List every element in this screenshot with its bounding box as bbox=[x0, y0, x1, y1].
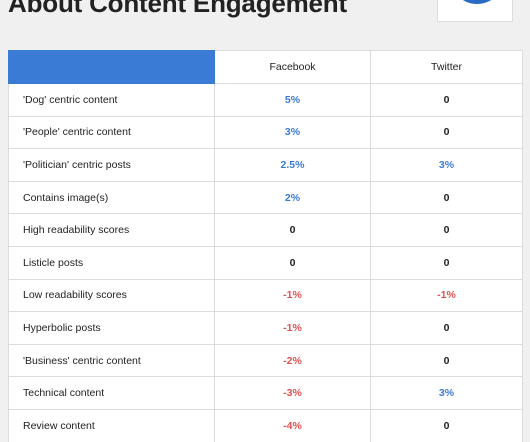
twitter-value: 0 bbox=[370, 213, 523, 247]
column-header-twitter: Twitter bbox=[370, 50, 523, 84]
facebook-value: -3% bbox=[214, 376, 371, 410]
twitter-value: 3% bbox=[370, 148, 523, 182]
twitter-value: 0 bbox=[370, 83, 523, 117]
twitter-value: 0 bbox=[370, 180, 523, 215]
row-label: Hyperbolic posts bbox=[8, 311, 215, 345]
page-title: About Content Engagement bbox=[8, 0, 347, 18]
column-header-facebook: Facebook bbox=[214, 50, 371, 84]
table-row: High readability scores 0 0 bbox=[8, 213, 523, 247]
table-row: 'Dog' centric content 5% 0 bbox=[8, 83, 523, 117]
row-label: Low readability scores bbox=[8, 278, 215, 313]
row-label: 'People' centric content bbox=[8, 115, 215, 150]
facebook-value: 2% bbox=[214, 180, 371, 215]
facebook-value: 0 bbox=[214, 245, 371, 280]
row-label: Review content bbox=[8, 408, 215, 442]
twitter-value: 0 bbox=[370, 115, 523, 150]
table-row: 'Politician' centric posts 2.5% 3% bbox=[8, 148, 523, 182]
table-row: Low readability scores -1% -1% bbox=[8, 278, 523, 313]
twitter-value: 0 bbox=[370, 311, 523, 345]
facebook-value: -1% bbox=[214, 278, 371, 313]
table-row: Contains image(s) 2% 0 bbox=[8, 180, 523, 215]
table-row: 'People' centric content 3% 0 bbox=[8, 115, 523, 150]
twitter-value: 0 bbox=[370, 245, 523, 280]
row-label: Contains image(s) bbox=[8, 180, 215, 215]
logo bbox=[437, 0, 513, 22]
twitter-value: 0 bbox=[370, 408, 523, 442]
engagement-table: Facebook Twitter 'Dog' centric content 5%… bbox=[8, 50, 523, 442]
twitter-value: -1% bbox=[370, 278, 523, 313]
row-label: 'Business' centric content bbox=[8, 343, 215, 378]
facebook-value: -1% bbox=[214, 311, 371, 345]
column-header-blank bbox=[8, 50, 215, 84]
table-row: Hyperbolic posts -1% 0 bbox=[8, 311, 523, 345]
table-header-row: Facebook Twitter bbox=[8, 50, 523, 84]
facebook-value: 0 bbox=[214, 213, 371, 247]
table-row: Technical content -3% 3% bbox=[8, 376, 523, 410]
facebook-value: -4% bbox=[214, 408, 371, 442]
row-label: 'Dog' centric content bbox=[8, 83, 215, 117]
twitter-value: 0 bbox=[370, 343, 523, 378]
logo-circle-icon bbox=[450, 0, 504, 4]
facebook-value: 2.5% bbox=[214, 148, 371, 182]
table-row: Listicle posts 0 0 bbox=[8, 245, 523, 280]
facebook-value: 3% bbox=[214, 115, 371, 150]
row-label: High readability scores bbox=[8, 213, 215, 247]
twitter-value: 3% bbox=[370, 376, 523, 410]
row-label: Listicle posts bbox=[8, 245, 215, 280]
table-row: Review content -4% 0 bbox=[8, 408, 523, 442]
table-row: 'Business' centric content -2% 0 bbox=[8, 343, 523, 378]
facebook-value: -2% bbox=[214, 343, 371, 378]
facebook-value: 5% bbox=[214, 83, 371, 117]
row-label: Technical content bbox=[8, 376, 215, 410]
row-label: 'Politician' centric posts bbox=[8, 148, 215, 182]
